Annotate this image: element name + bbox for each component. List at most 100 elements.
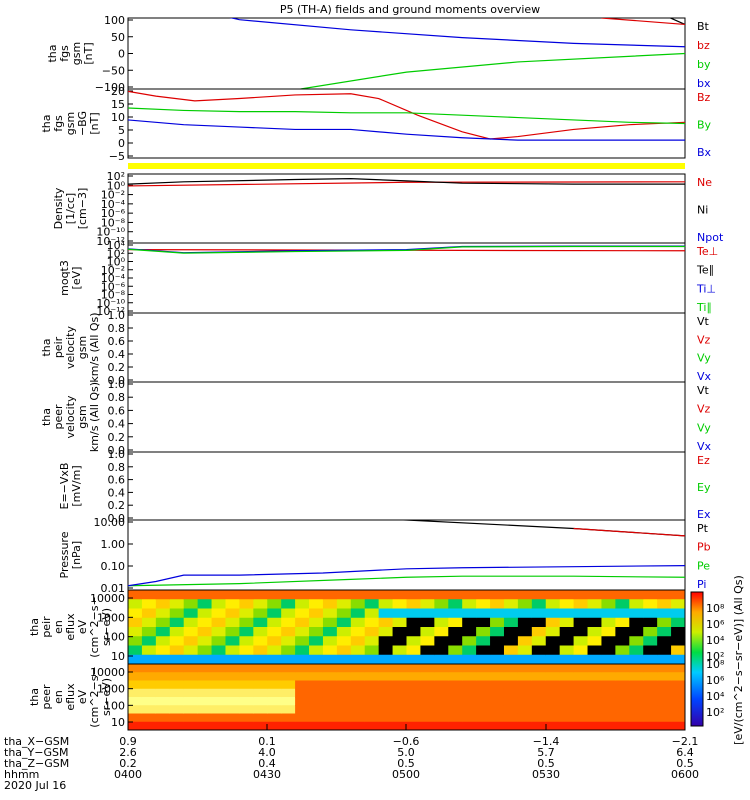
spectrogram-cell: [517, 672, 533, 681]
spectrogram-cell: [322, 705, 338, 714]
spectrogram-cell: [657, 713, 672, 723]
panel-peer_velocity: tha peer velocity gsm km/s (All Qs) 1.00.80.6…: [40, 378, 712, 457]
spectrogram-cell: [448, 713, 463, 723]
spectrogram-cell: [141, 645, 157, 656]
spectrogram-cell: [364, 645, 380, 656]
y-tick-label: 10⁴: [107, 239, 126, 252]
spectrogram-cell: [225, 713, 240, 723]
spectrogram-cell: [420, 680, 435, 690]
legend-entry: Pb: [697, 541, 711, 554]
spectrogram-cell: [490, 645, 505, 656]
spectrogram-cell: [545, 664, 561, 673]
spectrogram-cell: [197, 672, 213, 681]
legend-entry: Ex: [697, 508, 711, 521]
spectrogram-cell: [253, 590, 268, 600]
spectrogram-cell: [643, 688, 658, 698]
spectrogram-cell: [392, 680, 407, 690]
spectrogram-cell: [406, 697, 421, 706]
spectrogram-cell: [434, 636, 449, 646]
spectrogram-cell: [169, 721, 185, 731]
colorbar-tick: 10⁶: [706, 618, 725, 631]
spectrogram-cell: [350, 705, 366, 714]
spectrogram-cell: [281, 654, 296, 665]
spectrogram-cell: [169, 672, 185, 681]
spectrogram-cell: [336, 664, 352, 673]
y-tick-label: 100: [104, 14, 125, 27]
spectrogram-cell: [336, 721, 352, 731]
spectrogram-cell: [295, 590, 310, 600]
spectrogram-cell: [128, 617, 143, 628]
spectrogram-cell: [573, 680, 589, 690]
y-tick-label: 10000: [90, 666, 125, 679]
spectrogram-cell: [155, 599, 171, 609]
spectrogram-cell: [364, 680, 380, 690]
spectrogram-cell: [531, 680, 547, 690]
spectrogram-cell: [225, 672, 240, 681]
spectrogram-cell: [615, 721, 630, 731]
spectrogram-cell: [281, 599, 296, 609]
spectrogram-cell: [601, 608, 616, 619]
spectrogram-cell: [434, 721, 449, 731]
spectrogram-cell: [336, 617, 352, 628]
y-axis-label-line: fgs: [52, 115, 65, 132]
spectrogram-cell: [225, 636, 240, 646]
spectrogram-cell: [225, 590, 240, 600]
spectrogram-cell: [295, 680, 310, 690]
y-tick-label: 1.0: [108, 448, 126, 461]
spectrogram-cell: [503, 672, 519, 681]
spectrogram-cell: [406, 721, 421, 731]
spectrogram-cell: [295, 617, 310, 628]
spectrogram-cell: [378, 721, 394, 731]
y-axis-label-line: eV: [76, 689, 89, 704]
spectrogram-cell: [336, 645, 352, 656]
spectrogram-cell: [141, 713, 157, 723]
spectrogram-cell: [671, 636, 686, 646]
spectrogram-cell: [671, 672, 686, 681]
spectrogram-cell: [141, 617, 157, 628]
y-axis-label-line: eflux: [64, 683, 77, 711]
y-tick-label: 10: [111, 111, 125, 124]
spectrogram-cell: [587, 680, 602, 690]
spectrogram-cell: [309, 599, 324, 609]
spectrogram-cell: [573, 654, 589, 665]
y-tick-label: 10⁻¹⁰: [96, 226, 125, 239]
spectrogram-cell: [155, 697, 171, 706]
spectrogram-cell: [448, 721, 463, 731]
legend-entry: bx: [697, 77, 711, 90]
spectrogram-cell: [629, 608, 644, 619]
spectrogram-cell: [406, 608, 421, 619]
spectrogram-cell: [420, 721, 435, 731]
spectrogram-cell: [239, 617, 254, 628]
spectrogram-cell: [657, 705, 672, 714]
spectrogram-cell: [197, 697, 213, 706]
spectrogram-cell: [322, 590, 338, 600]
spectrogram-cell: [657, 590, 672, 600]
y-axis-label-line: fgs: [58, 45, 71, 62]
spectrogram-cell: [503, 636, 519, 646]
y-axis-label-line: velocity: [64, 395, 77, 438]
spectrogram-cell: [601, 664, 616, 673]
spectrogram-cell: [128, 680, 143, 690]
spectrogram-cell: [476, 590, 491, 600]
y-tick-label: 0.6: [108, 335, 126, 348]
spectrogram-cell: [643, 654, 658, 665]
spectrogram-cell: [295, 654, 310, 665]
spectrogram-cell: [587, 599, 602, 609]
spectrogram-cell: [601, 599, 616, 609]
spectrogram-cell: [434, 680, 449, 690]
spectrogram-cell: [587, 627, 602, 637]
spectrogram-cell: [392, 664, 407, 673]
spectrogram-cell: [406, 680, 421, 690]
spectrogram-cell: [267, 617, 282, 628]
y-tick-label: −5: [109, 150, 125, 163]
spectrogram-cell: [183, 654, 199, 665]
panel-frame: [127, 451, 686, 521]
spectrogram-cell: [322, 599, 338, 609]
y-tick-label: 10²: [107, 170, 125, 183]
spectrogram-cell: [462, 636, 477, 646]
spectrogram-cell: [517, 608, 533, 619]
spectrogram-cell: [197, 664, 213, 673]
legend-entry: Ne: [697, 176, 712, 189]
spectrogram-cell: [364, 599, 380, 609]
